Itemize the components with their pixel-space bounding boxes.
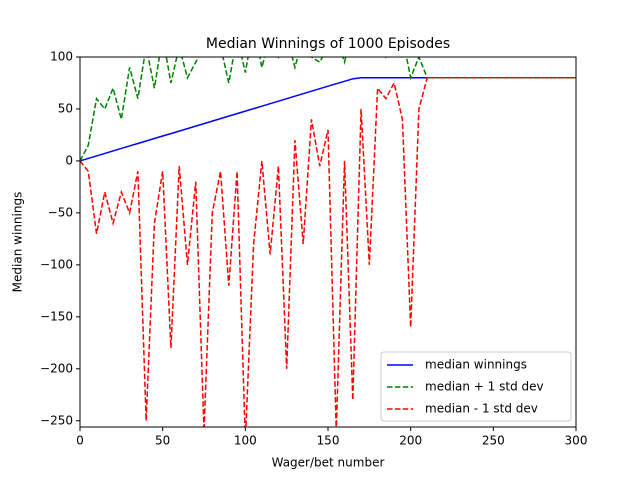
x-tick-label: 150 xyxy=(317,434,340,448)
y-tick-label: −50 xyxy=(48,205,73,219)
chart-title: Median Winnings of 1000 Episodes xyxy=(206,36,450,52)
legend-label: median winnings xyxy=(425,358,527,372)
legend-label: median - 1 std dev xyxy=(425,402,538,416)
x-tick-label: 300 xyxy=(565,434,588,448)
y-tick-label: −250 xyxy=(40,413,73,427)
legend-box xyxy=(380,351,572,422)
axes-frame xyxy=(79,56,577,428)
x-tick-label: 0 xyxy=(76,434,84,448)
series-line xyxy=(80,77,576,427)
y-tick-label: 0 xyxy=(65,153,73,167)
y-tick-label: −150 xyxy=(40,309,73,323)
series-line xyxy=(80,57,576,162)
x-axis-label: Wager/bet number xyxy=(272,456,385,470)
y-tick-label: −100 xyxy=(40,257,73,271)
x-tick-label: 200 xyxy=(399,434,422,448)
legend-label: median + 1 std dev xyxy=(425,380,544,394)
x-tick-label: 50 xyxy=(155,434,170,448)
plot-area xyxy=(80,57,576,427)
x-tick-label: 250 xyxy=(482,434,505,448)
y-tick-label: −200 xyxy=(40,361,73,375)
x-tick-label: 100 xyxy=(234,434,257,448)
y-axis-label: Median winnings xyxy=(11,192,25,293)
y-tick-label: 50 xyxy=(58,101,73,115)
y-tick-label: 100 xyxy=(50,50,73,64)
